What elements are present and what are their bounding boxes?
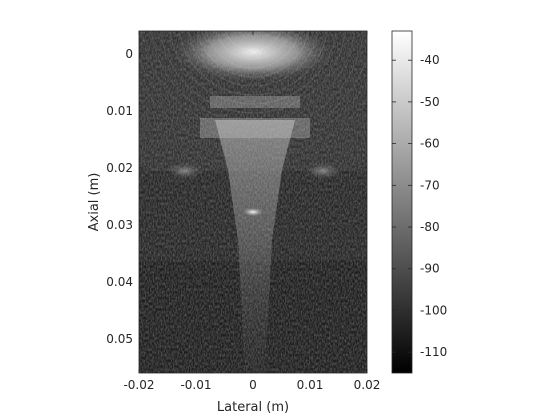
y-tick-label: 0.05 <box>106 332 133 346</box>
colorbar <box>391 30 413 374</box>
y-axis-label: Axial (m) <box>87 173 102 232</box>
ultrasound-image <box>139 31 367 373</box>
colorbar-tick-label: -50 <box>420 95 440 109</box>
colorbar-ticks: -40 -50 -60 -70 -80 -90 -100 -110 <box>392 53 447 359</box>
y-axis-ticks: 0 0.01 0.02 0.03 0.04 0.05 <box>106 47 367 346</box>
colorbar-tick-label: -80 <box>420 220 440 234</box>
y-tick-label: 0 <box>125 47 133 61</box>
y-tick-label: 0.02 <box>106 161 133 175</box>
y-tick-label: 0.04 <box>106 275 133 289</box>
colorbar-tick-label: -40 <box>420 53 440 67</box>
x-tick-label: -0.01 <box>180 378 211 392</box>
colorbar-tick-label: -60 <box>420 137 440 151</box>
colorbar-tick-label: -70 <box>420 178 440 192</box>
x-tick-label: 0 <box>249 378 257 392</box>
y-tick-label: 0.01 <box>106 104 133 118</box>
x-axis-ticks: -0.02 -0.01 0 0.01 0.02 <box>123 31 380 392</box>
y-tick-label: 0.03 <box>106 218 133 232</box>
x-tick-label: 0.01 <box>297 378 324 392</box>
colorbar-tick-label: -100 <box>420 303 447 317</box>
x-tick-label: 0.02 <box>354 378 381 392</box>
colorbar-tick-label: -110 <box>420 345 447 359</box>
x-axis-label: Lateral (m) <box>217 400 289 415</box>
colorbar-tick-label: -90 <box>420 262 440 276</box>
x-tick-label: -0.02 <box>123 378 154 392</box>
